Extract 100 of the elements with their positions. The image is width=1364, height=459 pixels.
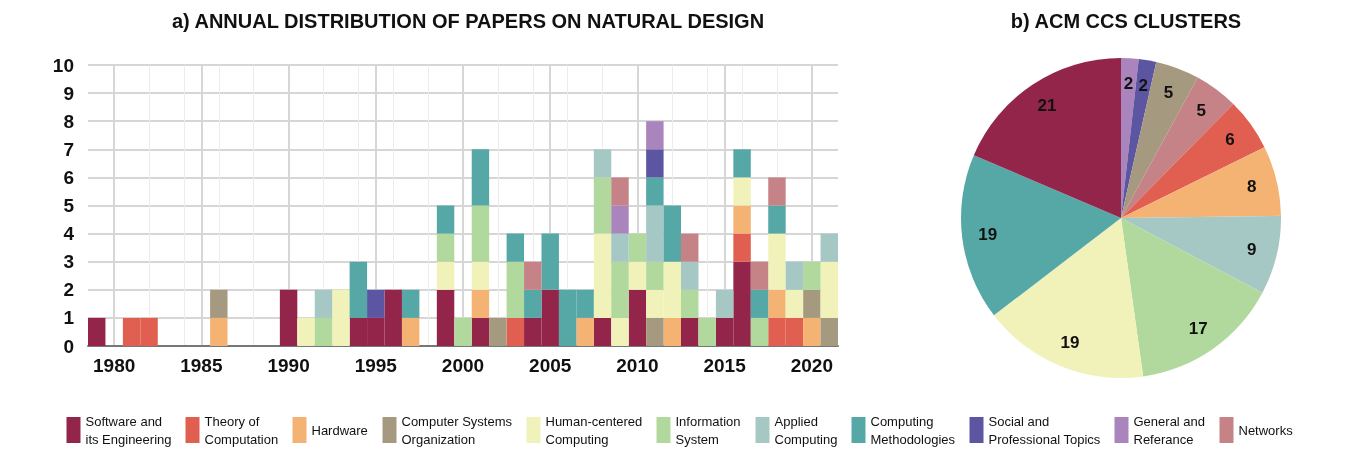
bar: [436, 233, 455, 262]
x-tick-label: 1985: [180, 355, 223, 376]
bar: [436, 261, 455, 290]
y-tick-label: 10: [52, 54, 74, 76]
bar: [471, 317, 490, 346]
bar: [681, 233, 699, 262]
bar: [663, 205, 682, 262]
legend-label: Hardware: [311, 422, 368, 438]
bar: [279, 289, 298, 346]
x-tick-label: 2005: [529, 355, 572, 376]
y-tick-label: 4: [63, 223, 75, 245]
bar: [768, 205, 786, 234]
bar: [541, 233, 559, 290]
bar: [593, 149, 612, 178]
bar: [401, 289, 420, 318]
bar: [297, 317, 315, 346]
bar: [803, 289, 821, 318]
data-label: 5: [1196, 100, 1206, 120]
bar: [593, 233, 612, 318]
y-tick-label: 2: [63, 279, 74, 301]
legend-label: Theory of Computation: [204, 413, 279, 447]
bar: [349, 261, 368, 318]
bar: [803, 261, 821, 290]
bar: [210, 317, 228, 346]
bar: [611, 177, 629, 206]
data-label: 2: [1138, 75, 1149, 95]
bar: [646, 261, 664, 290]
bar: [733, 149, 751, 178]
bar: [768, 177, 786, 206]
bar: [733, 233, 751, 262]
bar: [454, 317, 472, 346]
legend-label: Software and its Engineering: [85, 413, 172, 447]
bar: [681, 317, 699, 346]
bar: [489, 317, 507, 346]
bar: [663, 317, 682, 346]
data-label: 5: [1163, 82, 1174, 102]
bar: [646, 177, 664, 206]
y-tick-label: 7: [63, 138, 74, 160]
legend-label: Computer Systems Organization: [401, 413, 516, 447]
y-tick-label: 9: [63, 82, 74, 104]
bar: [681, 289, 699, 318]
bar: [820, 233, 838, 262]
x-tick-label: 2000: [441, 355, 485, 376]
x-tick-label: 2010: [616, 355, 659, 376]
bar: [367, 289, 385, 318]
bar: [681, 261, 699, 290]
y-tick-label: 3: [63, 251, 74, 273]
bar: [471, 149, 490, 206]
legend-label: Information System: [675, 413, 745, 447]
bar: [88, 317, 106, 346]
bar: [646, 121, 664, 150]
bar: [314, 317, 333, 346]
legend-label: Human-centered Computing: [545, 413, 646, 447]
y-tick-label: 0: [63, 335, 74, 357]
bar: [611, 205, 629, 234]
x-tick-label: 2015: [703, 355, 747, 376]
legend-label: Social and Professional Topics: [988, 413, 1101, 447]
bar: [593, 177, 612, 234]
bar: [785, 289, 804, 318]
bar: [750, 261, 769, 290]
bar: [524, 289, 542, 318]
bar: [646, 205, 664, 262]
bar: [436, 205, 455, 234]
data-label: 2: [1123, 74, 1134, 94]
y-tick-label: 5: [63, 195, 75, 216]
bar: [820, 317, 838, 346]
bar: [576, 317, 594, 346]
bar: [628, 233, 647, 262]
legend-label: General and Referance: [1133, 413, 1209, 447]
bar: [785, 261, 804, 290]
bar: [803, 317, 821, 346]
bar: [768, 233, 786, 290]
legend-label: Computing Methodologies: [870, 413, 956, 447]
legend-label: Applied Computing: [774, 413, 838, 447]
chart-title: b) ACM CCS CLUSTERS: [1010, 10, 1242, 32]
bar: [646, 149, 664, 178]
bar: [611, 317, 629, 346]
y-tick-label: 6: [63, 166, 74, 188]
bar: [611, 233, 629, 262]
bar: [628, 289, 647, 346]
bar: [401, 317, 420, 346]
data-label: 19: [1060, 332, 1080, 352]
x-tick-label: 1995: [354, 355, 398, 376]
bar: [524, 261, 542, 290]
chart-title: a) ANNUAL DISTRIBUTION OF PAPERS ON NATURAL DESIGN: [171, 10, 765, 32]
bar: [506, 233, 525, 262]
legend-label: Networks: [1238, 422, 1294, 438]
x-tick-label: 1980: [93, 355, 136, 376]
data-label: 21: [1037, 96, 1057, 116]
bar: [768, 289, 786, 318]
bar: [436, 289, 455, 346]
bar: [611, 261, 629, 318]
bar: [471, 261, 490, 290]
bar: [733, 205, 751, 234]
bar: [750, 317, 769, 346]
bar: [628, 261, 647, 290]
data-label: 8: [1246, 177, 1257, 197]
bar: [646, 317, 664, 346]
bar: [698, 317, 716, 346]
data-label: 19: [978, 225, 998, 245]
